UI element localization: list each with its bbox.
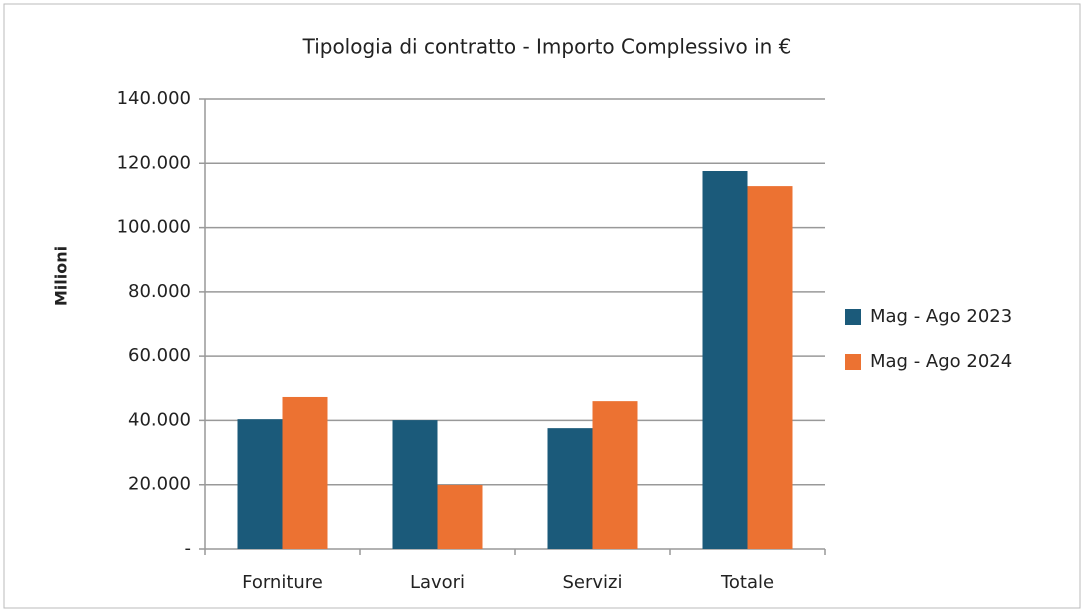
y-tick-label: 140.000 [117,88,191,109]
x-tick-label: Lavori [410,572,465,593]
x-tick-label: Forniture [242,572,323,593]
bar [437,485,483,549]
y-tick-label: 40.000 [128,409,191,430]
chart-title: Tipologia di contratto - Importo Comples… [302,35,792,59]
chart-border [3,3,1081,609]
x-tick-label: Servizi [562,572,622,593]
legend-swatch [845,354,861,370]
y-tick-label: 120.000 [117,152,191,173]
bar [547,428,593,549]
legend-label: Mag - Ago 2023 [870,306,1012,327]
bar [747,186,793,549]
y-tick-label: 80.000 [128,281,191,302]
bar [592,401,638,549]
y-axis-title: Milioni [52,246,71,306]
y-tick-label: 20.000 [128,474,191,495]
y-tick-label: - [185,538,192,559]
bar [392,420,438,549]
legend-label: Mag - Ago 2024 [870,351,1012,372]
legend-swatch [845,309,861,325]
y-tick-label: 100.000 [117,217,191,238]
bar [702,171,748,549]
bar [282,396,328,549]
bar [237,419,283,549]
y-tick-label: 60.000 [128,345,191,366]
x-tick-label: Totale [720,572,774,593]
